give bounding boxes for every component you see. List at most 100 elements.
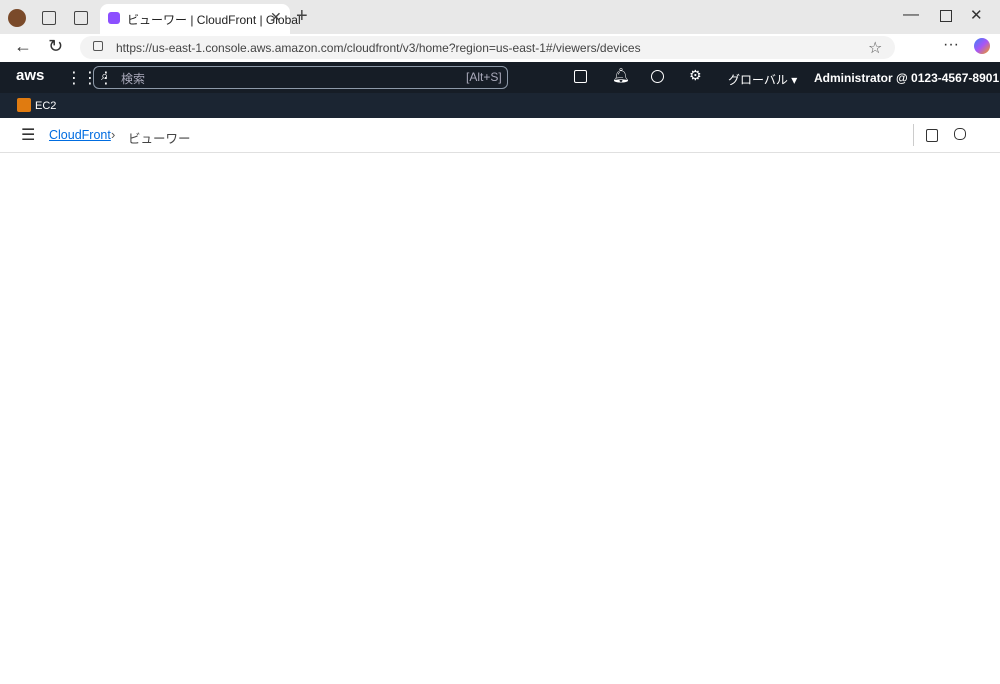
scrollbar-thumb[interactable] xyxy=(988,335,997,650)
aws-nav xyxy=(0,62,1000,93)
active-tab[interactable] xyxy=(100,4,290,34)
maximize[interactable] xyxy=(940,10,952,22)
minimize[interactable]: — xyxy=(903,6,919,23)
legend-label: モバイル xyxy=(184,182,234,196)
breadcrumb-bar xyxy=(0,118,1000,153)
footer-privacy[interactable]: プライバシー xyxy=(800,662,866,675)
divider xyxy=(913,124,914,146)
legend-label: タブレット xyxy=(303,181,366,196)
filter-label: 表示データをフィルタリング xyxy=(38,212,195,227)
settings-icon[interactable]: ⚙ xyxy=(689,67,702,83)
aws-logo[interactable]: aws xyxy=(16,67,45,84)
search-icon: ⌕ xyxy=(101,68,109,83)
y-tick-label: 200万 xyxy=(37,396,66,408)
tab-favicon xyxy=(108,12,120,24)
y-tick-label: 0 xyxy=(60,528,66,540)
legend-label: テレビ xyxy=(472,182,510,196)
series-line xyxy=(77,473,941,521)
legend-label: テレビ xyxy=(472,583,508,597)
back-button[interactable]: ← xyxy=(14,36,32,56)
search-shortcut: [Alt+S] xyxy=(466,70,502,84)
x-tick-label: 2025/02/01 15:00 xyxy=(133,542,219,554)
breadcrumb-link[interactable]: CloudFront xyxy=(49,128,111,142)
select-caret xyxy=(232,241,242,247)
legend-label: デスクトップ xyxy=(537,181,613,196)
x-tick-label: 2025/03/15 15:00 xyxy=(746,542,832,554)
legend-swatch xyxy=(523,184,534,194)
chart-title: 傾向 xyxy=(38,271,63,286)
x-tick-label: 2025/02/22 15:00 xyxy=(440,542,526,554)
legend-label: デスクトップ xyxy=(538,582,610,597)
y-tick-label: 300万 xyxy=(37,330,66,342)
y-tick-label: 50万 xyxy=(43,495,66,507)
scrollbar-track xyxy=(986,152,999,656)
legend-swatch xyxy=(248,184,259,194)
reload-button[interactable]: ↻ xyxy=(48,36,64,56)
series-line xyxy=(78,531,941,535)
region: グローバル xyxy=(728,73,788,87)
ec2-icon xyxy=(17,98,31,112)
legend-label: ボット/クローラー xyxy=(53,182,156,196)
legend-label: タブレット xyxy=(304,582,364,597)
legend-label: 空 xyxy=(262,583,274,597)
close-window[interactable]: ✕ xyxy=(970,7,983,24)
footer-cookie[interactable]: Cookie の設定 xyxy=(914,662,984,675)
account-menu[interactable]: Administrator @ 0123-4567-8901 ▾ xyxy=(814,71,1000,85)
x-tick-label: 2025/03/08 15:00 xyxy=(644,542,730,554)
y-tick-label: 350万 xyxy=(37,297,66,309)
url: https://us-east-1.console.aws.amazon.com… xyxy=(116,41,641,55)
cloudshell-icon[interactable] xyxy=(574,70,587,83)
x-tick-label: 2025/03/01 15:00 xyxy=(542,542,628,554)
legend-swatch xyxy=(289,184,300,194)
region-selector[interactable]: グローバル ▾ xyxy=(728,73,798,87)
legend-label: ボット/クローラー xyxy=(55,583,154,597)
notification-icon[interactable]: 🔔︎ xyxy=(612,67,630,83)
x-tick-label: 2025/02/15 15:00 xyxy=(337,542,423,554)
x-tick-label: 2025/03/22 15:00 xyxy=(849,542,935,554)
y-tick-label: 250万 xyxy=(37,363,66,375)
more-icon[interactable]: ··· xyxy=(943,36,959,53)
profile-icon[interactable] xyxy=(8,9,26,27)
card xyxy=(21,139,967,615)
address-field[interactable] xyxy=(80,36,895,59)
menu-toggle[interactable]: ☰ xyxy=(21,127,36,144)
services-menu[interactable]: ⋮⋮⋮ xyxy=(66,70,114,87)
legend-swatch xyxy=(39,184,49,194)
tab-close[interactable]: ✕ xyxy=(270,9,282,25)
tools-icon[interactable] xyxy=(954,128,966,140)
series-line xyxy=(77,522,941,528)
series-line xyxy=(78,530,941,534)
info-panel-icon[interactable] xyxy=(926,129,938,142)
y-tick-label: 100万 xyxy=(37,462,66,474)
footer xyxy=(0,656,1000,684)
search-placeholder: 検索 xyxy=(121,72,146,86)
copilot-icon[interactable] xyxy=(974,38,990,54)
lock-icon xyxy=(93,41,103,51)
tabs-icon[interactable] xyxy=(74,11,88,25)
filter-placeholder: データをフィルタリング xyxy=(49,236,181,251)
footer-feedback[interactable]: フィードバック xyxy=(96,662,173,675)
tab-title: ビューワー | CloudFront | Global xyxy=(127,13,301,27)
filter-select[interactable] xyxy=(38,232,254,257)
legend-swatch xyxy=(170,184,181,194)
favorite-icon[interactable]: ☆ xyxy=(868,40,883,57)
footer-cloudshell[interactable]: CloudShell xyxy=(32,663,89,675)
cloudshell-footer-icon xyxy=(15,663,28,676)
new-tab[interactable]: + xyxy=(296,5,308,27)
series-line xyxy=(77,481,941,520)
help-icon[interactable] xyxy=(651,70,664,83)
search-box[interactable] xyxy=(93,66,508,89)
series-line xyxy=(77,527,941,533)
service-bar xyxy=(0,93,1000,118)
y-tick-label: 150万 xyxy=(37,429,66,441)
service-shortcut[interactable]: EC2 xyxy=(35,100,57,112)
legend-label: 空 xyxy=(263,182,276,196)
legend-swatch xyxy=(457,184,468,194)
series-line xyxy=(77,320,941,479)
footer-terms[interactable]: 用語 xyxy=(876,662,898,675)
x-tick-label: 2025/02/08 15:00 xyxy=(235,542,321,554)
collections-icon[interactable] xyxy=(42,11,56,25)
x-axis-title: 時刻 (UTC) xyxy=(483,554,543,569)
